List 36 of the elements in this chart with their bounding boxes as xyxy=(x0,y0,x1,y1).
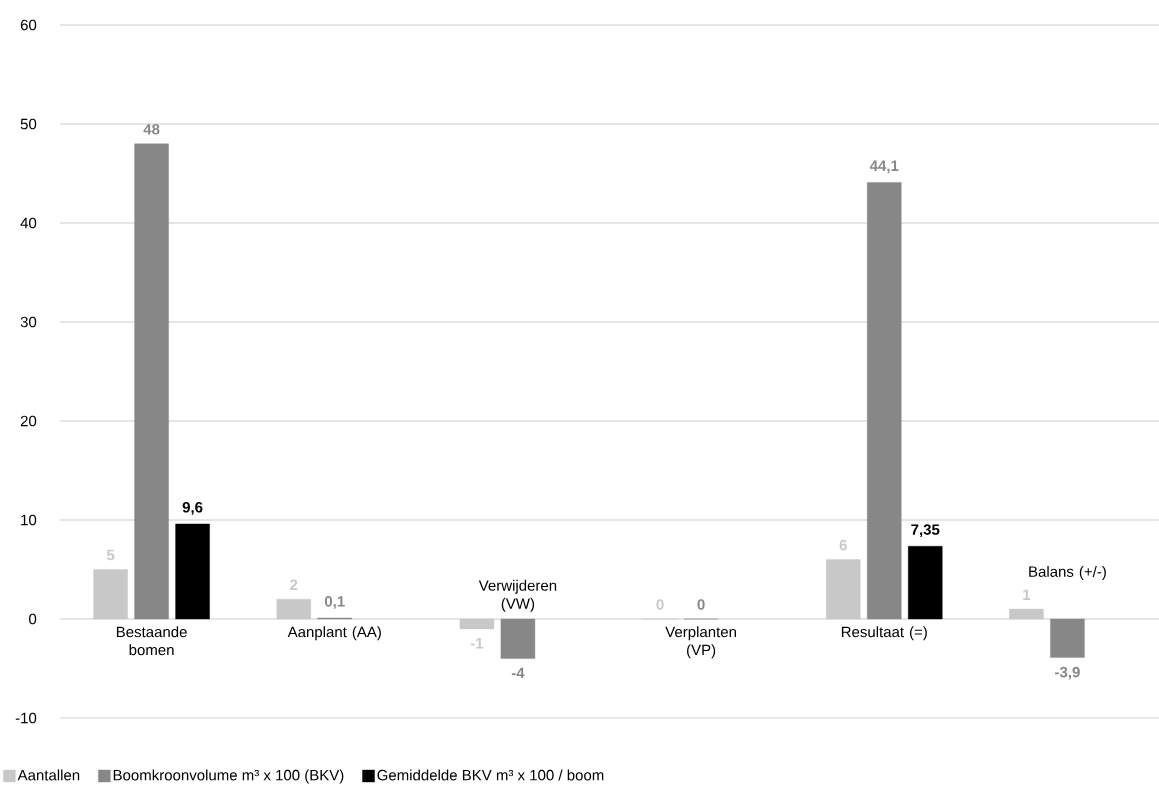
data-label: 9,6 xyxy=(182,501,203,515)
bar xyxy=(1050,618,1085,658)
y-tick-label: -10 xyxy=(15,712,37,724)
x-tick-label: Verplanten (VP) xyxy=(665,626,736,659)
legend-label: Boomkroonvolume m³ x 100 (BKV) xyxy=(113,769,344,784)
data-label: -3,9 xyxy=(1055,666,1080,680)
data-label: -4 xyxy=(511,667,525,679)
bar xyxy=(175,523,210,620)
x-tick-label: Aanplant (AA) xyxy=(287,626,381,641)
bar xyxy=(867,182,902,620)
bar xyxy=(93,569,128,620)
y-tick-label: 0 xyxy=(29,613,37,625)
x-tick-label: Resultaat (=) xyxy=(841,626,927,641)
y-tick-label: 40 xyxy=(20,217,37,229)
y-tick-label: 30 xyxy=(20,316,37,328)
y-tick-label: 60 xyxy=(20,19,37,31)
bar xyxy=(908,546,943,620)
y-tick-label: 10 xyxy=(21,514,37,526)
bar xyxy=(1009,608,1044,620)
data-label: 44,1 xyxy=(869,160,899,174)
data-label: 48 xyxy=(143,123,160,135)
data-label: 0 xyxy=(697,599,705,610)
legend-label: Gemiddelde BKV m³ x 100 / boom xyxy=(377,769,604,781)
bar xyxy=(500,618,536,659)
bar xyxy=(459,618,495,630)
bar xyxy=(826,559,861,620)
legend-label: Aantallen xyxy=(17,769,80,781)
data-label: 0,1 xyxy=(324,596,345,609)
y-tick-label: 50 xyxy=(20,118,37,130)
bar xyxy=(276,599,311,620)
x-tick-label: Verwijderen (VW) xyxy=(478,579,557,612)
bar xyxy=(134,143,169,620)
x-tick-label: Bestaande bomen xyxy=(116,626,187,656)
y-tick-label: 20 xyxy=(20,415,37,427)
x-tick-label: Balans (+/-) xyxy=(1029,565,1106,580)
data-label: 7,35 xyxy=(911,524,940,538)
